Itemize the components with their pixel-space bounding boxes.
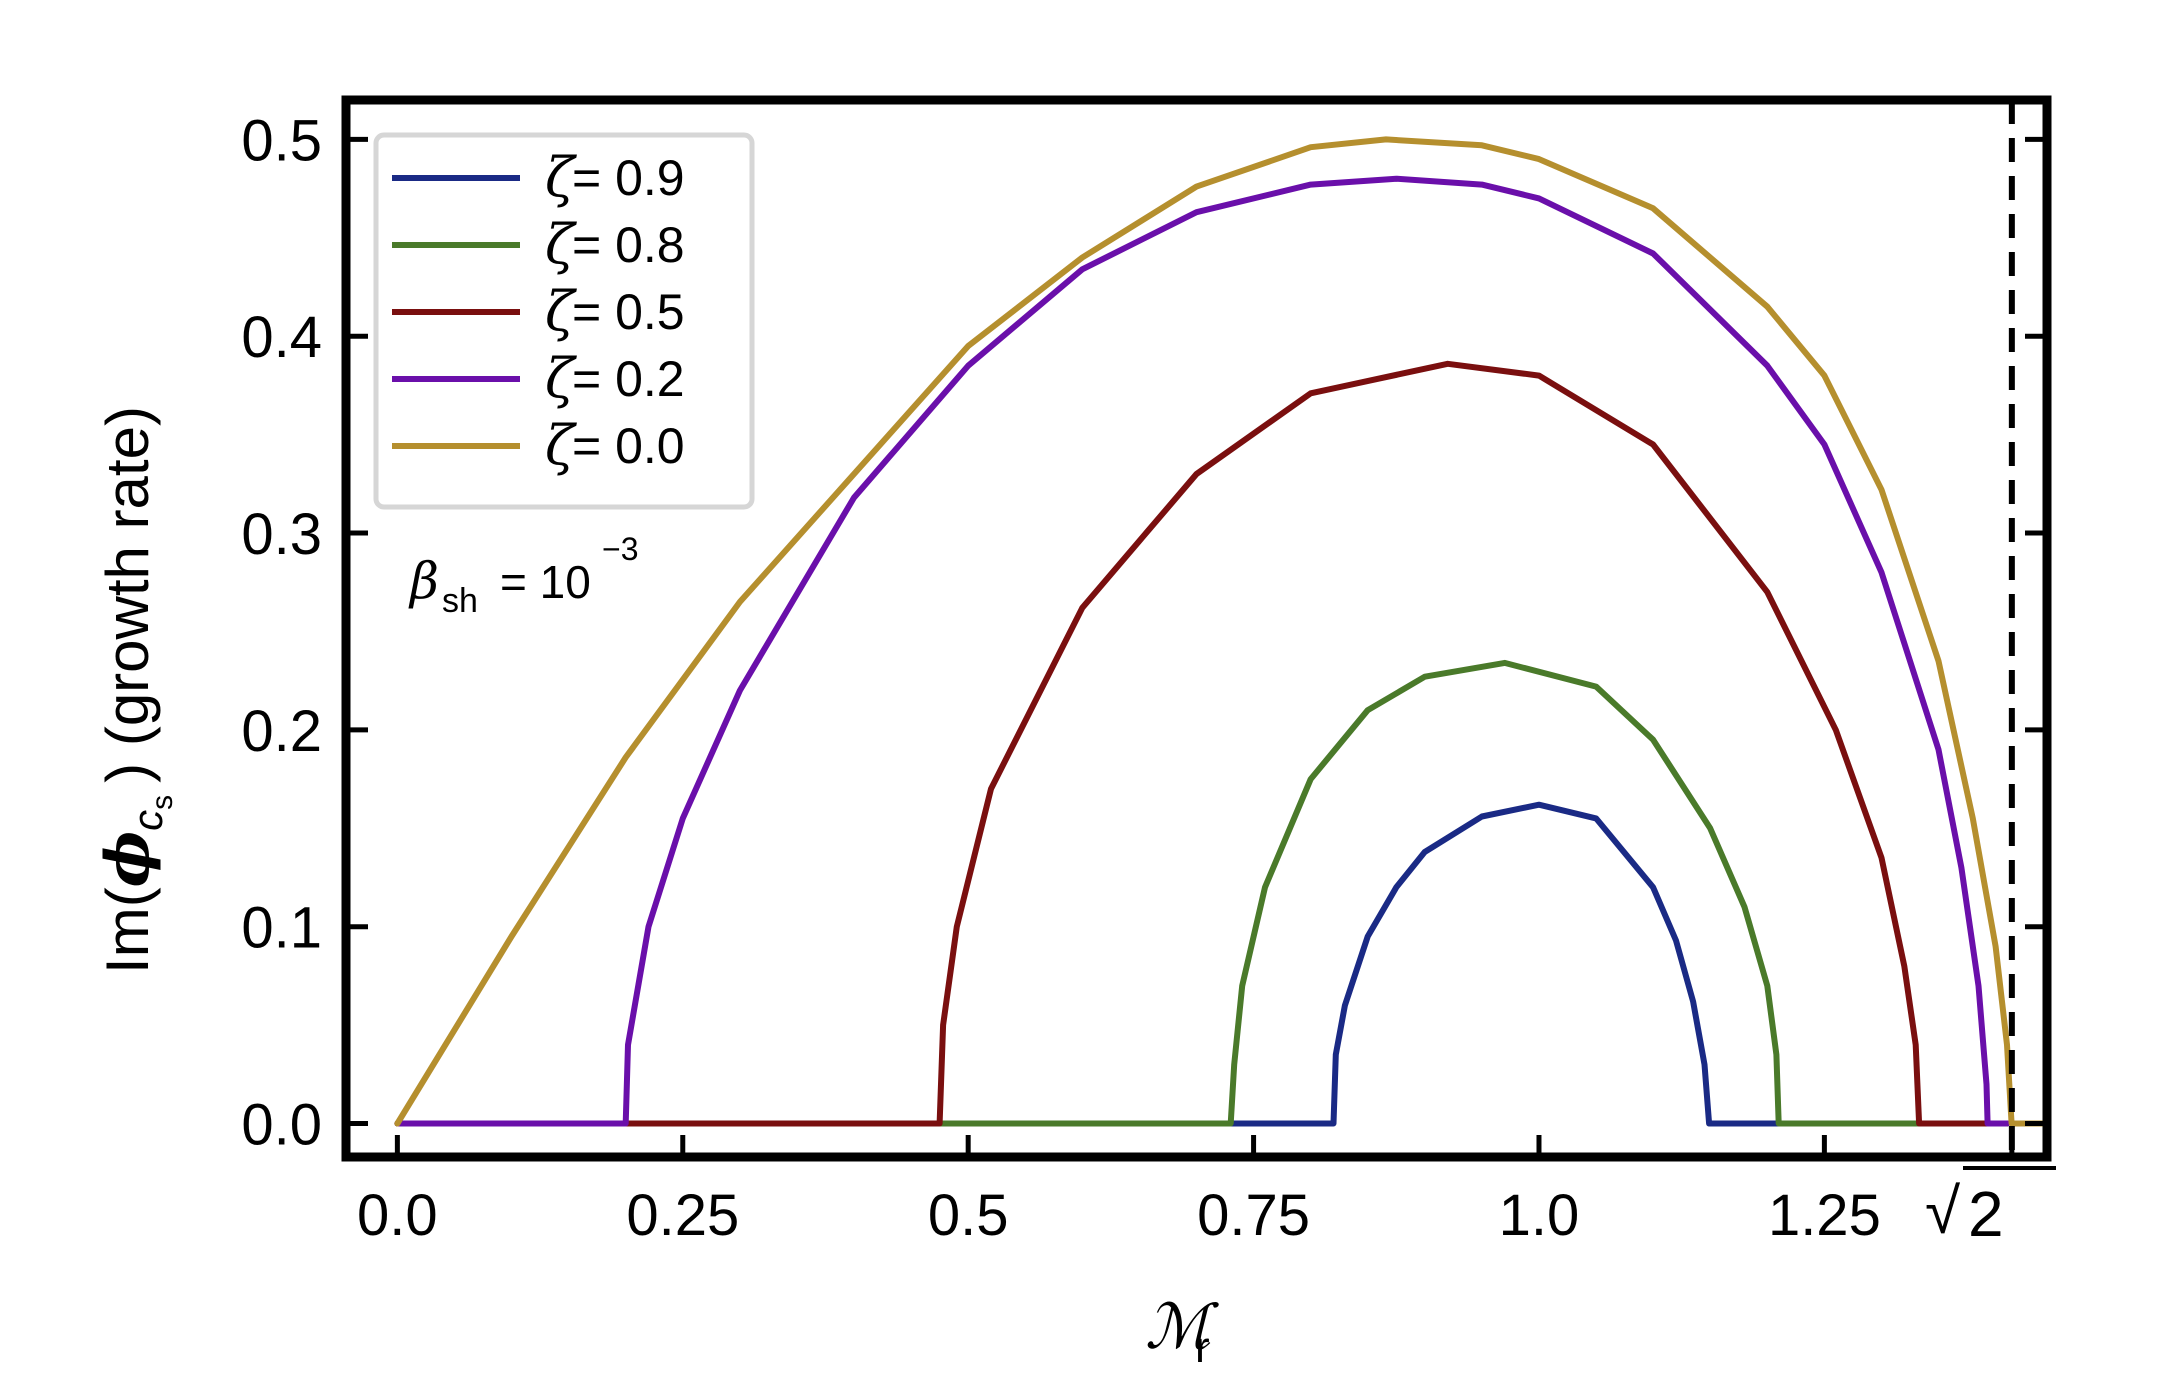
y-axis-label-sub: c <box>124 810 171 831</box>
beta-equals-value: = 10 <box>500 556 591 608</box>
legend-box <box>373 132 755 510</box>
y-tick-label: 0.2 <box>241 699 322 764</box>
series-line-4 <box>394 136 2050 1127</box>
series-group <box>394 136 2050 1127</box>
x-tick-label: 1.25 <box>1768 1183 1881 1248</box>
beta-subscript: sh <box>442 582 478 620</box>
y-tick-label: 0.1 <box>241 896 322 961</box>
y-axis-label: Im(ϕcs ) (growth rate) <box>93 406 179 974</box>
y-tick-label: 0.5 <box>241 108 322 173</box>
y-axis-label-symbol: ϕ <box>93 831 163 887</box>
x-tick-label: 0.5 <box>928 1183 1009 1248</box>
x-axis-label-symbol: ℳ <box>1145 1290 1219 1363</box>
y-tick-label: 0.0 <box>241 1093 322 1158</box>
legend-items: ζ= 0.9ζ= 0.8ζ= 0.5ζ= 0.2ζ= 0.0 <box>392 146 685 477</box>
series-line-2 <box>394 360 2010 1127</box>
legend-zeta-symbol: ζ <box>545 146 577 209</box>
series-line-0 <box>394 801 2010 1127</box>
beta-symbol: β <box>408 552 439 610</box>
legend-zeta-symbol: ζ <box>545 280 577 343</box>
y-tick-label: 0.3 <box>241 502 322 567</box>
x-axis-label-subscript: r <box>1195 1323 1210 1372</box>
legend-value-label: = 0.0 <box>572 418 685 474</box>
beta-annotation: β sh = 10 −3 <box>408 531 638 620</box>
y-axis-label-prefix: Im( <box>94 887 161 974</box>
legend-zeta-symbol: ζ <box>545 347 577 410</box>
x-tick-label: 1.0 <box>1499 1183 1580 1248</box>
y-axis-label-subsub: s <box>146 795 179 810</box>
legend-item: ζ= 0.2 <box>392 347 685 410</box>
legend: ζ= 0.9ζ= 0.8ζ= 0.5ζ= 0.2ζ= 0.0 <box>373 132 755 510</box>
x-tick-label-sqrt2: √ 2 <box>1925 1166 2056 1250</box>
x-tick-label: 0.25 <box>626 1183 739 1248</box>
y-axis-label-suffix: ) (growth rate) <box>94 406 161 783</box>
sqrt-number: 2 <box>1968 1178 2004 1250</box>
sqrt-radical-sign: √ <box>1925 1175 1961 1247</box>
x-tick-label: 0.0 <box>357 1183 438 1248</box>
legend-zeta-symbol: ζ <box>545 213 577 276</box>
ticks-group: 0.0 0.25 0.5 0.75 1.0 1.25 0.0 0.1 0.2 0.3 0.4 0.5 <box>241 108 2047 1248</box>
series-line-3 <box>394 175 2010 1127</box>
x-tick-label: 0.75 <box>1197 1183 1310 1248</box>
legend-item: ζ= 0.5 <box>392 280 685 343</box>
legend-value-label: = 0.8 <box>572 217 685 273</box>
plot-frame <box>341 95 2052 1162</box>
legend-value-label: = 0.2 <box>572 351 685 407</box>
legend-item: ζ= 0.0 <box>392 414 685 477</box>
series-line-1 <box>394 659 2010 1127</box>
legend-zeta-symbol: ζ <box>545 414 577 477</box>
svg-text:Im(ϕcs) (growth rate): Im(ϕcs ) (growth rate) <box>93 406 179 974</box>
y-tick-label: 0.4 <box>241 305 322 370</box>
legend-value-label: = 0.5 <box>572 284 685 340</box>
legend-value-label: = 0.9 <box>572 150 685 206</box>
legend-item: ζ= 0.8 <box>392 213 685 276</box>
x-axis-label: ℳ r <box>1145 1290 1219 1372</box>
legend-item: ζ= 0.9 <box>392 146 685 209</box>
beta-exponent: −3 <box>602 531 638 567</box>
